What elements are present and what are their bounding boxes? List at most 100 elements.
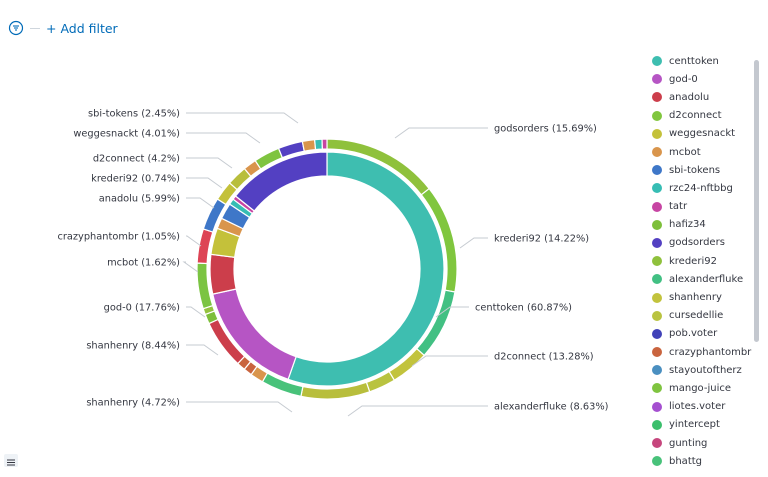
legend-swatch [652,128,662,139]
inner-slice-anadolu[interactable] [209,253,237,295]
legend-swatch [652,328,662,339]
legend-item-cursedellie[interactable]: cursedellie [652,307,748,325]
legend-label: anadolu [669,91,710,103]
legend-item-god-0[interactable]: god-0 [652,70,748,88]
legend-item-d2connect[interactable]: d2connect [652,107,748,125]
label-leader-line [186,235,202,247]
legend-item-shanhenry[interactable]: shanhenry [652,288,748,306]
legend-label: shanhenry [669,292,722,304]
legend-label: rzc24-nftbbg [669,182,733,194]
legend-item-centtoken[interactable]: centtoken [652,52,748,70]
legend-item-gunting[interactable]: gunting [652,434,748,452]
legend-label: weggesnackt [669,128,736,140]
slice-label: alexanderfluke (8.63%) [494,402,608,413]
legend-swatch [652,74,662,85]
label-leader-line [186,344,219,356]
label-leader-line [186,306,206,318]
legend-swatch [652,383,662,394]
legend-swatch [652,56,662,67]
legend-label: centtoken [669,55,719,67]
legend-scrollbar[interactable] [754,60,759,342]
legend-item-mango-juice[interactable]: mango-juice [652,379,748,397]
slice-label: sbi-tokens (2.45%) [88,109,180,120]
legend-item-mcbot[interactable]: mcbot [652,143,748,161]
legend-item-pob.voter[interactable]: pob.voter [652,325,748,343]
legend-swatch [652,365,662,376]
slice-label: krederi92 (14.22%) [494,234,589,245]
legend-item-krederi92[interactable]: krederi92 [652,252,748,270]
legend-item-tatr[interactable]: tatr [652,198,748,216]
legend-item-bhattg[interactable]: bhattg [652,452,748,470]
legend-item-alexanderfluke[interactable]: alexanderfluke [652,270,748,288]
legend-label: hafiz34 [669,219,706,231]
filter-bar: + Add filter [8,18,118,38]
add-filter-button[interactable]: + Add filter [46,20,118,36]
legend-item-yintercept[interactable]: yintercept [652,416,748,434]
list-view-icon[interactable] [4,454,18,467]
slice-label: krederi92 (0.74%) [91,174,180,185]
donut-chart-svg: godsorders (15.69%) krederi92 (14.22%) cen… [57,109,608,417]
legend-label: yintercept [669,419,720,431]
legend-swatch [652,401,662,412]
slice-label: d2connect (4.2%) [93,154,180,165]
label-leader-line [186,177,223,189]
legend-item-hafiz34[interactable]: hafiz34 [652,216,748,234]
slice-label: weggesnackt (4.01%) [73,129,180,140]
slice-label: god-0 (17.76%) [104,303,180,314]
legend-item-rzc24-nftbbg[interactable]: rzc24-nftbbg [652,179,748,197]
legend-item-crazyphantombr[interactable]: crazyphantombr [652,343,751,361]
legend-swatch [652,237,662,248]
label-leader-line [459,237,488,249]
legend-swatch [652,201,662,212]
label-leader-line [186,112,299,124]
legend-label: god-0 [669,73,698,85]
label-leader-line [182,261,199,273]
legend-item-anadolu[interactable]: anadolu [652,88,748,106]
filter-separator [30,27,40,29]
legend-label: bhattg [669,455,703,467]
label-leader-line [347,405,488,417]
chart-legend: centtoken god-0 anadolu d2connect weggesnack… [652,52,751,470]
legend-swatch [652,419,662,430]
inner-slice-godsorders[interactable] [234,151,328,212]
legend-item-weggesnackt[interactable]: weggesnackt [652,125,748,143]
legend-item-godsorders[interactable]: godsorders [652,234,748,252]
legend-label: gunting [669,437,708,449]
outer-slice-tatr[interactable] [321,138,328,150]
label-leader-line [411,355,488,367]
legend-item-stayoutoftherz[interactable]: stayoutoftherz [652,361,748,379]
legend-item-liotes.voter[interactable]: liotes.voter [652,398,748,416]
legend-swatch [652,310,662,321]
label-leader-line [186,157,233,169]
legend-swatch [652,147,662,158]
legend-label: mango-juice [669,382,732,394]
legend-swatch [652,456,662,467]
legend-swatch [652,274,662,285]
label-leader-line [186,197,215,209]
legend-label: tatr [669,201,688,213]
slice-label: centtoken (60.87%) [475,303,572,314]
legend-label: liotes.voter [669,401,726,413]
slice-label: shanhenry (4.72%) [86,398,180,409]
filter-icon[interactable] [8,20,24,36]
legend-label: stayoutoftherz [669,364,742,376]
inner-slice-centtoken[interactable] [287,151,445,387]
legend-label: godsorders [669,237,725,249]
legend-swatch [652,219,662,230]
outer-slice-rzc24-nftbbg[interactable] [313,138,324,151]
legend-item-sbi-tokens[interactable]: sbi-tokens [652,161,748,179]
donut-chart: godsorders (15.69%) krederi92 (14.22%) cen… [57,109,608,417]
legend-label: sbi-tokens [669,164,721,176]
outer-slice-mcbot[interactable] [301,138,317,152]
slice-label: mcbot (1.62%) [107,258,180,269]
slice-label: crazyphantombr (1.05%) [57,232,180,243]
legend-swatch [652,438,662,449]
legend-label: alexanderfluke [669,273,744,285]
label-leader-line [186,132,261,144]
label-leader-line [394,127,488,139]
slice-label: godsorders (15.69%) [494,124,597,135]
label-leader-line [435,306,469,318]
slice-label: anadolu (5.99%) [99,194,180,205]
label-leader-line [186,401,293,413]
legend-label: d2connect [669,110,722,122]
